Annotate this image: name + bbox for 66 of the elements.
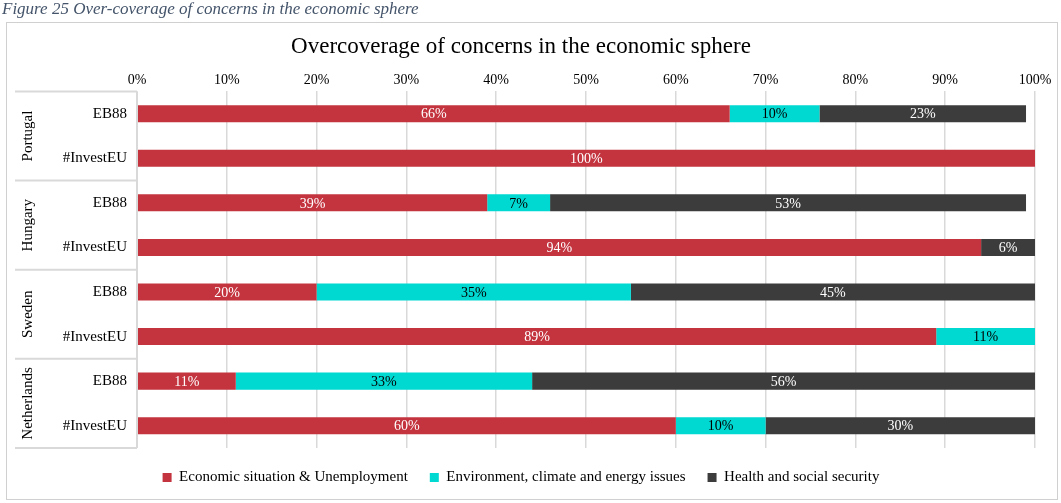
data-label: 20% (214, 284, 241, 300)
data-label: 100% (570, 150, 604, 166)
data-label: 11% (174, 373, 200, 389)
bar (137, 283, 317, 301)
data-label: 53% (775, 195, 802, 211)
y-tick-label: EB88 (92, 282, 127, 299)
y-tick-label: #InvestEU (62, 416, 128, 433)
bar (137, 328, 937, 346)
bar (137, 149, 1035, 167)
bar (235, 372, 533, 390)
data-label: 60% (393, 418, 420, 434)
caption: Figure 25 Over-coverage of concerns in the economic sphere (1, 0, 420, 20)
data-label: 33% (371, 373, 398, 389)
text: Hungary (18, 198, 35, 252)
bar (532, 372, 1035, 390)
bar (487, 194, 551, 212)
x-tick-label: 30% (393, 71, 420, 87)
bar (936, 328, 1035, 346)
text: Sweden (18, 290, 35, 339)
x-tick-label: 0% (127, 71, 147, 87)
data-label: 56% (770, 373, 797, 389)
data-label: 45% (820, 284, 847, 300)
data-label: 7% (509, 195, 529, 211)
bar (137, 372, 236, 390)
y-tick-label: EB88 (92, 193, 127, 210)
bar (630, 283, 1035, 301)
data-label: 11% (973, 329, 999, 345)
x-tick-label: 40% (483, 71, 510, 87)
x-tick-label: 20% (303, 71, 330, 87)
y-tick-label: #InvestEU (62, 238, 128, 255)
data-label: 23% (909, 106, 936, 122)
bar (137, 194, 488, 212)
y-tick-label: #InvestEU (62, 327, 128, 344)
y-tick-label: EB88 (92, 104, 127, 121)
data-label: 6% (998, 240, 1018, 256)
bar (819, 105, 1027, 123)
x-tick-label: 90% (932, 71, 959, 87)
legend-label: Health and social security (724, 468, 880, 485)
x-tick-label: 50% (573, 71, 600, 87)
bar (316, 283, 631, 301)
legend-label: Environment, climate and energy issues (446, 468, 686, 485)
bar (765, 417, 1035, 435)
data-label: 30% (887, 418, 914, 434)
data-label: 35% (460, 284, 487, 300)
bar (137, 417, 676, 435)
data-label: 66% (420, 106, 447, 122)
bar (550, 194, 1027, 212)
bar (675, 417, 766, 435)
x-tick-label: 80% (842, 71, 869, 87)
data-label: 39% (299, 195, 326, 211)
x-tick-label: 70% (752, 71, 779, 87)
legend-label: Economic situation & Unemployment (179, 468, 409, 485)
data-label: 89% (524, 329, 551, 345)
data-label: 10% (707, 418, 734, 434)
chart-title: Overcoverage of concerns in the economic sphere (291, 32, 751, 58)
text: Netherlands (18, 367, 35, 440)
data-label: 10% (761, 106, 788, 122)
x-tick-label: 10% (213, 71, 240, 87)
text: Portugal (18, 110, 35, 162)
data-label: 94% (546, 240, 573, 256)
bar (137, 105, 730, 123)
x-tick-label: 60% (662, 71, 689, 87)
x-tick-label: 100% (1018, 71, 1052, 87)
y-tick-label: EB88 (92, 372, 127, 389)
bar (137, 238, 982, 256)
y-tick-label: #InvestEU (62, 149, 128, 166)
